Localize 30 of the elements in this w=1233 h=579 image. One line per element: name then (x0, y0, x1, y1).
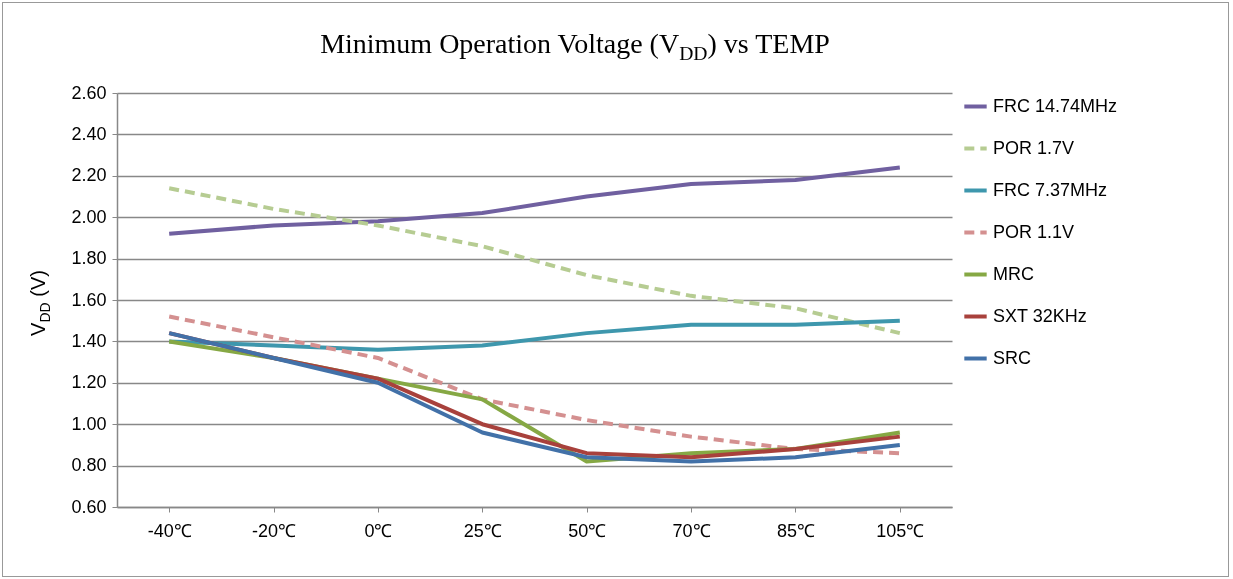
line-series (167, 186, 902, 336)
legend-label: FRC 7.37MHz (993, 179, 1108, 200)
x-tick-label: 50℃ (568, 520, 607, 541)
x-tick-label: 70℃ (672, 520, 711, 541)
y-tick-label: 2.20 (71, 165, 107, 186)
y-tick-label: 0.80 (71, 455, 107, 476)
legend-label: POR 1.1V (993, 221, 1075, 242)
x-tick-label: 85℃ (776, 520, 815, 541)
line-series (167, 165, 902, 236)
legend-label: SXT 32KHz (993, 305, 1087, 326)
x-tick-label: -20℃ (252, 520, 297, 541)
x-tick-label: -40℃ (147, 520, 192, 541)
y-tick-label: 0.60 (71, 496, 107, 517)
legend-label: MRC (993, 263, 1034, 284)
legend-label: SRC (993, 347, 1032, 368)
y-tick-label: 1.40 (71, 330, 107, 351)
y-tick-label: 2.00 (71, 206, 107, 227)
y-tick-label: 2.40 (71, 123, 107, 144)
x-tick-label: 25℃ (463, 520, 502, 541)
x-tick-label: 105℃ (876, 520, 925, 541)
legend-label: FRC 14.74MHz (993, 95, 1118, 116)
x-tick-label: 0℃ (364, 520, 393, 541)
y-tick-label: 2.60 (71, 82, 107, 103)
y-tick-label: 1.80 (71, 248, 107, 269)
legend-label: POR 1.7V (993, 137, 1075, 158)
line-series (167, 318, 902, 352)
y-tick-label: 1.60 (71, 289, 107, 310)
y-tick-label: 1.00 (71, 413, 107, 434)
chart-title: Minimum Operation Voltage (V$_{DD}$) vs TEMP (319, 28, 831, 65)
y-tick-label: 1.20 (71, 372, 107, 393)
